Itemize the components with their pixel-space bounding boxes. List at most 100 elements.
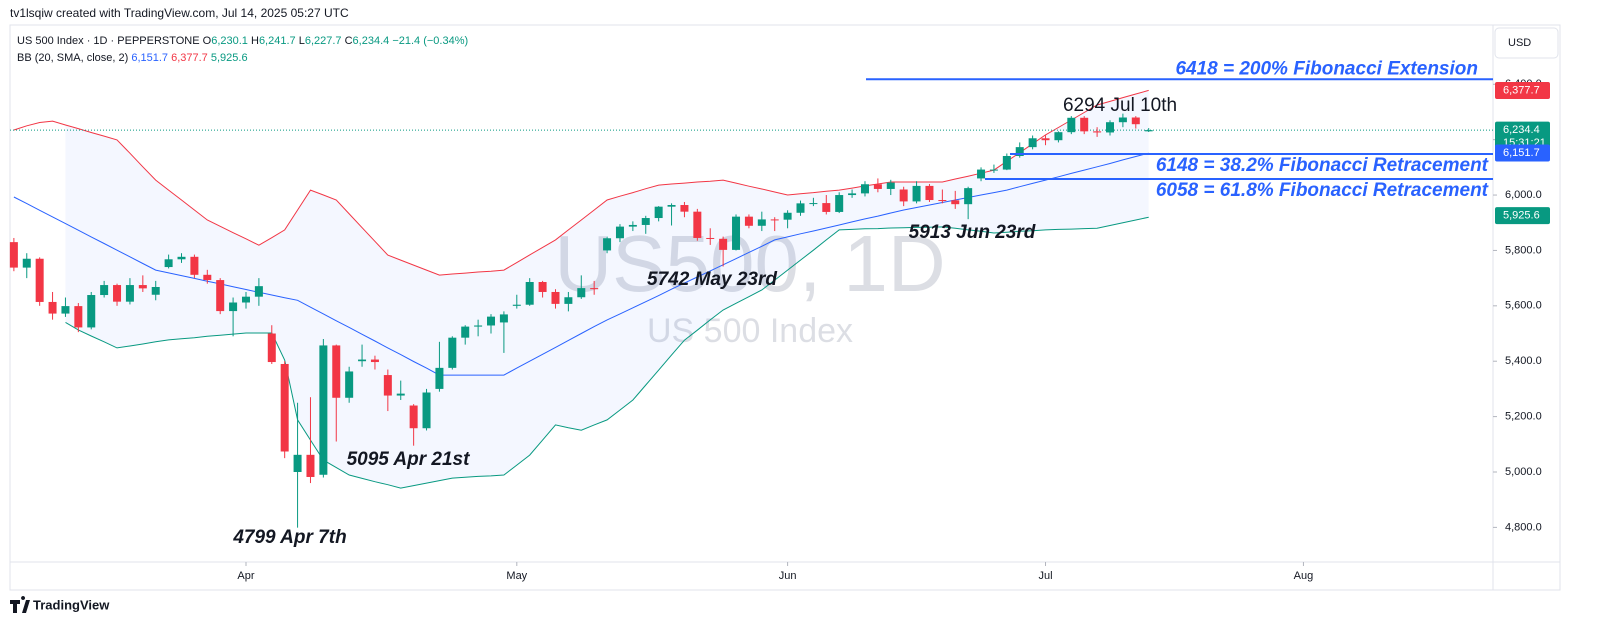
ohlc-value: 6,234.4 [353, 35, 390, 47]
change: −21.4 (−0.34%) [392, 35, 468, 47]
candle-body [74, 306, 83, 328]
candle-body [886, 182, 895, 189]
fib-label: 6148 = 38.2% Fibonacci Retracement [1156, 155, 1489, 176]
candle-body [241, 296, 250, 303]
bb-line [13, 89, 1149, 276]
candle-body [835, 195, 844, 212]
y-tick-label: 5,400.0 [1505, 355, 1542, 367]
candle-body [1067, 117, 1076, 133]
ohlc-key: O [203, 35, 212, 47]
candle-body [1144, 130, 1153, 132]
logo-mark [10, 596, 30, 613]
plot: 6418 = 200% Fibonacci Extension 6148 = 38… [9, 58, 1493, 548]
candle-body [912, 185, 921, 202]
candle-body [951, 200, 960, 205]
candle-body [680, 205, 689, 212]
candle-body [783, 212, 792, 220]
candle-body [667, 205, 676, 207]
candle-body [1054, 132, 1063, 141]
candle-body [1105, 122, 1114, 133]
candle-body [1118, 117, 1127, 123]
currency-button[interactable] [1494, 27, 1559, 59]
ohlc-key: L [299, 35, 305, 47]
price-badge-label: 6,234.4 [1503, 124, 1540, 136]
annotation: 4799 Apr 7th [232, 527, 346, 548]
brand-logo [10, 596, 30, 613]
candle-body [48, 301, 57, 314]
chart-frame [9, 24, 1561, 591]
ohlc-key: C [345, 35, 353, 47]
candle-body [822, 203, 831, 212]
candle-body [551, 291, 560, 304]
price-badge [1495, 81, 1550, 99]
candle-body [125, 285, 134, 302]
price-badge [1495, 207, 1550, 225]
candle-body [938, 200, 947, 202]
candle-body [732, 216, 741, 250]
symbol: US 500 Index · 1D · PEPPERSTONE [17, 35, 200, 47]
candle-body [280, 363, 289, 452]
candle-body [1080, 117, 1089, 132]
ohlc-value: 6,230.1 [211, 35, 248, 47]
candle-body [925, 185, 934, 201]
candle-body [989, 169, 998, 171]
candle-body [61, 306, 70, 314]
legend: US 500 Index · 1D · PEPPERSTONE O6,230.1… [17, 35, 468, 64]
candle-body [409, 405, 418, 429]
candle-body [487, 316, 496, 326]
candle-body [383, 375, 392, 396]
annotation: 5742 May 23rd [647, 269, 777, 290]
candle-body [538, 282, 547, 292]
candle-body [628, 224, 637, 227]
candle-body [706, 237, 715, 239]
y-tick-label: 4,800.0 [1505, 521, 1542, 533]
candle-body [306, 454, 315, 477]
indicator-value: 5,925.6 [211, 52, 248, 64]
candle-body [564, 297, 573, 304]
candle-body [22, 258, 31, 268]
candle-body [151, 286, 160, 295]
candle-body [293, 454, 302, 472]
x-tick-label: Aug [1294, 570, 1314, 582]
candle-body [499, 314, 508, 323]
candle-body [254, 286, 263, 297]
price-badge [1495, 144, 1550, 162]
credit: tv1lsqiw created with TradingView.com, J… [10, 6, 349, 20]
candle-body [964, 188, 973, 205]
candle-body [474, 325, 483, 327]
candle-body [977, 169, 986, 179]
currency[interactable]: USD [1508, 37, 1531, 49]
candle-body [796, 203, 805, 213]
candle-body [358, 359, 367, 362]
candle-body [899, 189, 908, 202]
candle-body [203, 274, 212, 281]
y-tick-label: 5,800.0 [1505, 244, 1542, 256]
candle-body [267, 333, 276, 363]
candle-body [577, 288, 586, 298]
fib-label: 6418 = 200% Fibonacci Extension [1175, 58, 1478, 79]
y-tick-label: 6,000.0 [1505, 189, 1542, 201]
candle-body [435, 367, 444, 389]
candle-body [1015, 147, 1024, 156]
x-tick-label: Jul [1038, 570, 1052, 582]
candle-body [113, 285, 122, 302]
x-tick-label: Apr [237, 570, 254, 582]
candle-body [590, 288, 599, 290]
candle-body [1041, 138, 1050, 141]
bb-fill [65, 90, 1149, 489]
candle-body [35, 258, 44, 302]
legend-row: BB (20, SMA, close, 2) 6,151.7 6,377.7 5… [17, 52, 248, 64]
candle-body [422, 392, 431, 429]
candle-body [190, 256, 199, 275]
price-badge-label: 6,151.7 [1503, 147, 1540, 159]
price-badge [1495, 121, 1550, 152]
candle-body [1002, 155, 1011, 170]
candle-body [177, 256, 186, 260]
candle-body [719, 238, 728, 250]
x-tick-label: Jun [779, 570, 797, 582]
candle-body [873, 184, 882, 189]
indicator-value: 6,377.7 [171, 52, 208, 64]
candle-body [461, 326, 470, 338]
indicator: BB (20, SMA, close, 2) [17, 52, 128, 64]
